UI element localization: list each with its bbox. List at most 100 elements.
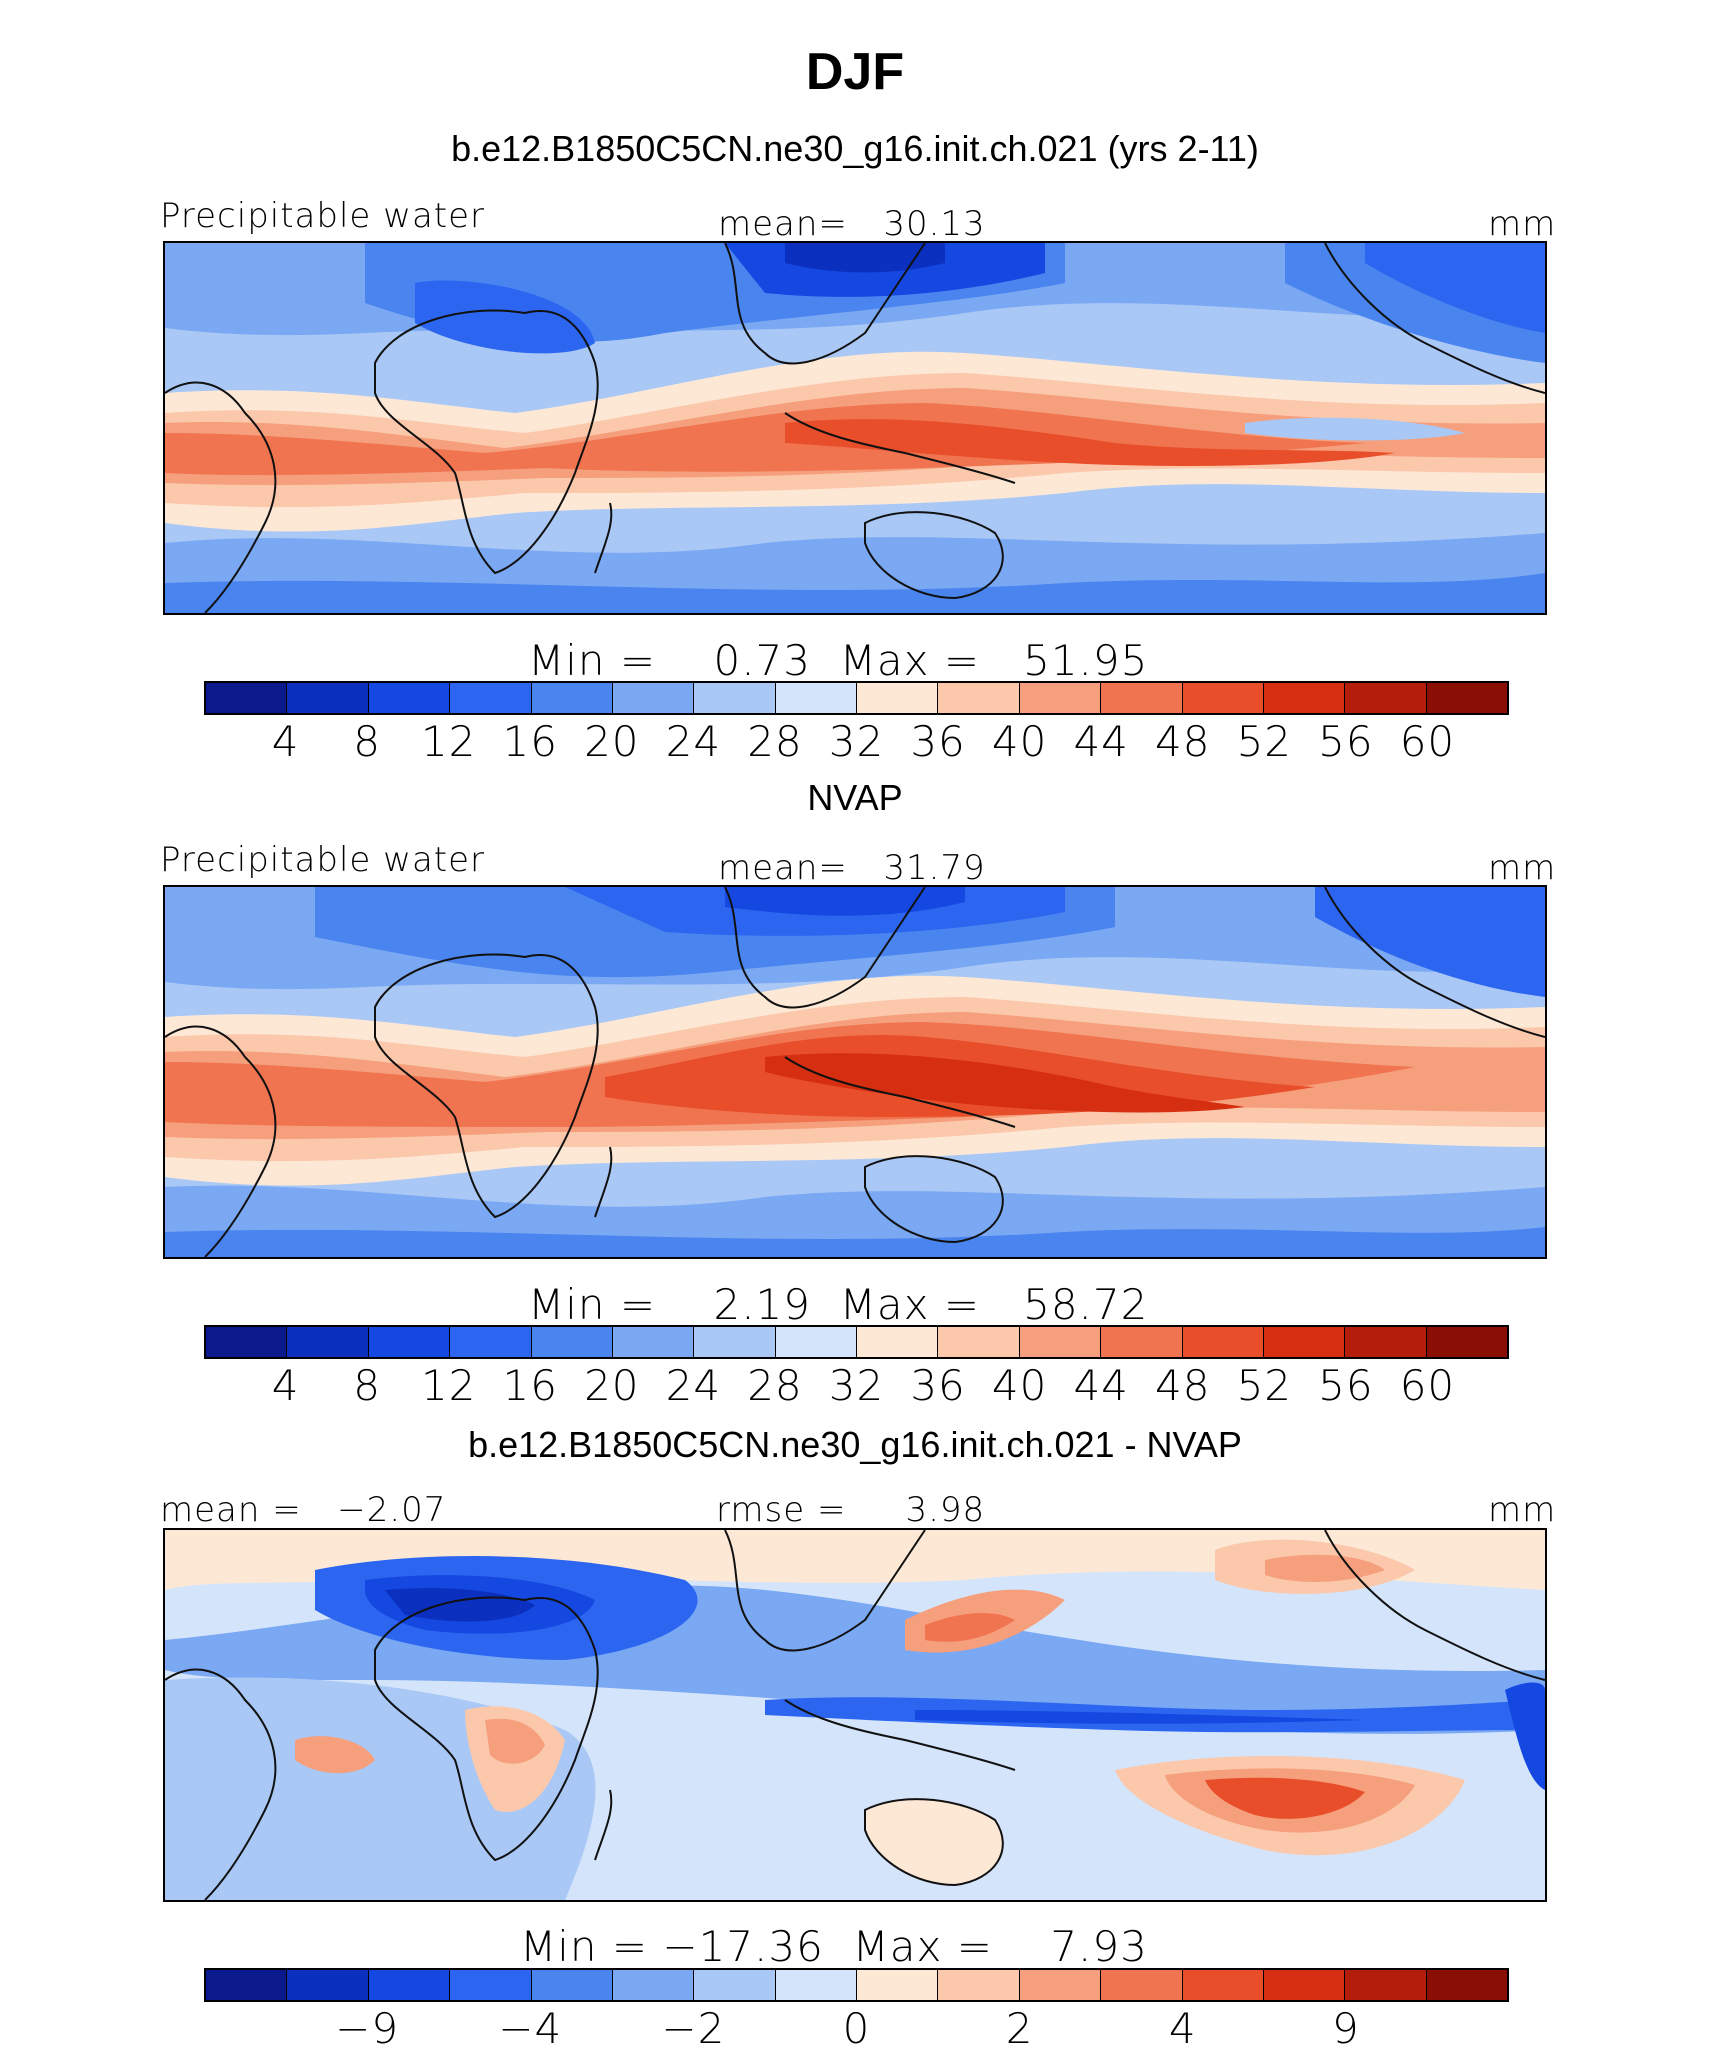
colorbar-swatch [368, 683, 451, 713]
colorbar-tick-label: 4 [1168, 2004, 1197, 2053]
colorbar-tick-label: 4 [271, 717, 300, 766]
colorbar-tick-label: 56 [1318, 1361, 1374, 1410]
panel1-map [163, 241, 1547, 615]
colorbar-tick-label: 16 [502, 717, 558, 766]
colorbar-tick-label: 52 [1236, 717, 1293, 766]
colorbar-swatch [206, 683, 288, 713]
panel1-units: mm [1488, 204, 1557, 244]
colorbar-swatch [1182, 1970, 1264, 2000]
colorbar-tick-label: −9 [335, 2004, 400, 2053]
colorbar-swatch [450, 1327, 532, 1357]
colorbar-swatch [857, 683, 939, 713]
colorbar-tick-label: 44 [1073, 1361, 1129, 1410]
colorbar-swatch [450, 1970, 532, 2000]
panel2-colorbar-ticks: 4 8 12 16 20 24 28 32 36 40 44 48 52 56 60 [204, 1361, 1509, 1410]
colorbar-tick-label: 40 [991, 1361, 1048, 1410]
colorbar-tick-label: 8 [353, 717, 381, 766]
colorbar-swatch [1101, 1327, 1183, 1357]
panel3-map [163, 1528, 1547, 1902]
panel3-map-svg [165, 1530, 1545, 1900]
colorbar-swatch [775, 683, 857, 713]
colorbar-tick-label: −2 [661, 2004, 726, 2053]
colorbar-tick-label: 20 [584, 1361, 640, 1410]
colorbar-tick-label: 60 [1399, 717, 1456, 766]
panel2-colorbar [204, 1325, 1509, 1359]
colorbar-swatch [1345, 1970, 1427, 2000]
colorbar-swatch [287, 1970, 369, 2000]
colorbar-tick-label: 28 [747, 717, 803, 766]
panel1-map-svg [165, 243, 1545, 613]
colorbar-swatch [287, 683, 369, 713]
colorbar-swatch [857, 1327, 939, 1357]
colorbar-swatch [1345, 683, 1427, 713]
colorbar-swatch [1426, 1327, 1507, 1357]
colorbar-swatch [775, 1970, 857, 2000]
colorbar-swatch [1101, 683, 1183, 713]
colorbar-swatch [694, 1970, 776, 2000]
panel1-left-label: Precipitable water [160, 196, 486, 236]
panel3-units: mm [1488, 1490, 1557, 1530]
panel3-stats: Min = −17.36 Max = 7.93 [520, 1922, 1148, 1971]
panel1-subtitle: b.e12.B1850C5CN.ne30_g16.init.ch.021 (yr… [451, 128, 1259, 169]
panel2-subtitle: NVAP [807, 777, 903, 818]
colorbar-swatch [694, 1327, 776, 1357]
colorbar-swatch [1263, 683, 1346, 713]
panel1-mean-label: mean= 30.13 [718, 204, 986, 244]
colorbar-swatch [1345, 1327, 1427, 1357]
colorbar-tick-label: 12 [420, 717, 477, 766]
colorbar-swatch [1019, 1970, 1102, 2000]
colorbar-tick-label: 2 [1005, 2004, 1034, 2053]
colorbar-tick-label: 12 [420, 1361, 477, 1410]
panel3-colorbar [204, 1968, 1509, 2002]
colorbar-tick-label: 36 [910, 717, 966, 766]
colorbar-tick-label: −4 [498, 2004, 563, 2053]
colorbar-swatch [1101, 1970, 1183, 2000]
colorbar-tick-label: 28 [747, 1361, 803, 1410]
colorbar-swatch [612, 1970, 695, 2000]
colorbar-tick-label: 16 [502, 1361, 558, 1410]
colorbar-tick-label: 48 [1155, 1361, 1211, 1410]
colorbar-swatch [1426, 683, 1507, 713]
panel2-stats: Min = 2.19 Max = 58.72 [528, 1280, 1149, 1329]
colorbar-swatch [531, 683, 613, 713]
panel1-stats: Min = 0.73 Max = 51.95 [528, 636, 1149, 685]
colorbar-swatch [1019, 683, 1102, 713]
colorbar-tick-label: 36 [910, 1361, 966, 1410]
colorbar-swatch [1182, 1327, 1264, 1357]
colorbar-swatch [1426, 1970, 1507, 2000]
colorbar-swatch [531, 1970, 613, 2000]
colorbar-tick-label: 8 [353, 1361, 381, 1410]
colorbar-tick-label: 52 [1236, 1361, 1293, 1410]
colorbar-tick-label: 20 [584, 717, 640, 766]
colorbar-swatch [938, 1970, 1020, 2000]
panel1-colorbar [204, 681, 1509, 715]
colorbar-swatch [368, 1327, 451, 1357]
colorbar-tick-label: 32 [828, 1361, 885, 1410]
colorbar-swatch [938, 683, 1020, 713]
colorbar-swatch [206, 1970, 288, 2000]
colorbar-tick-label: 32 [828, 717, 885, 766]
colorbar-swatch [612, 1327, 695, 1357]
figure-title: DJF [805, 43, 905, 101]
colorbar-swatch [1182, 683, 1264, 713]
colorbar-swatch [368, 1970, 451, 2000]
panel3-rmse-label: rmse = 3.98 [716, 1490, 986, 1530]
colorbar-tick-label: 56 [1318, 717, 1374, 766]
colorbar-tick-label: 4 [271, 1361, 300, 1410]
colorbar-swatch [1019, 1327, 1102, 1357]
colorbar-tick-label: 9 [1332, 2004, 1360, 2053]
panel2-mean-label: mean= 31.79 [718, 848, 986, 888]
colorbar-swatch [857, 1970, 939, 2000]
colorbar-swatch [450, 683, 532, 713]
colorbar-tick-label: 24 [665, 1361, 722, 1410]
panel2-units: mm [1488, 848, 1557, 888]
colorbar-tick-label: 40 [991, 717, 1048, 766]
colorbar-tick-label: 24 [665, 717, 722, 766]
colorbar-tick-label: 0 [842, 2004, 871, 2053]
colorbar-swatch [287, 1327, 369, 1357]
colorbar-tick-label: 60 [1399, 1361, 1456, 1410]
colorbar-swatch [1263, 1327, 1346, 1357]
colorbar-swatch [694, 683, 776, 713]
colorbar-swatch [612, 683, 695, 713]
colorbar-swatch [531, 1327, 613, 1357]
